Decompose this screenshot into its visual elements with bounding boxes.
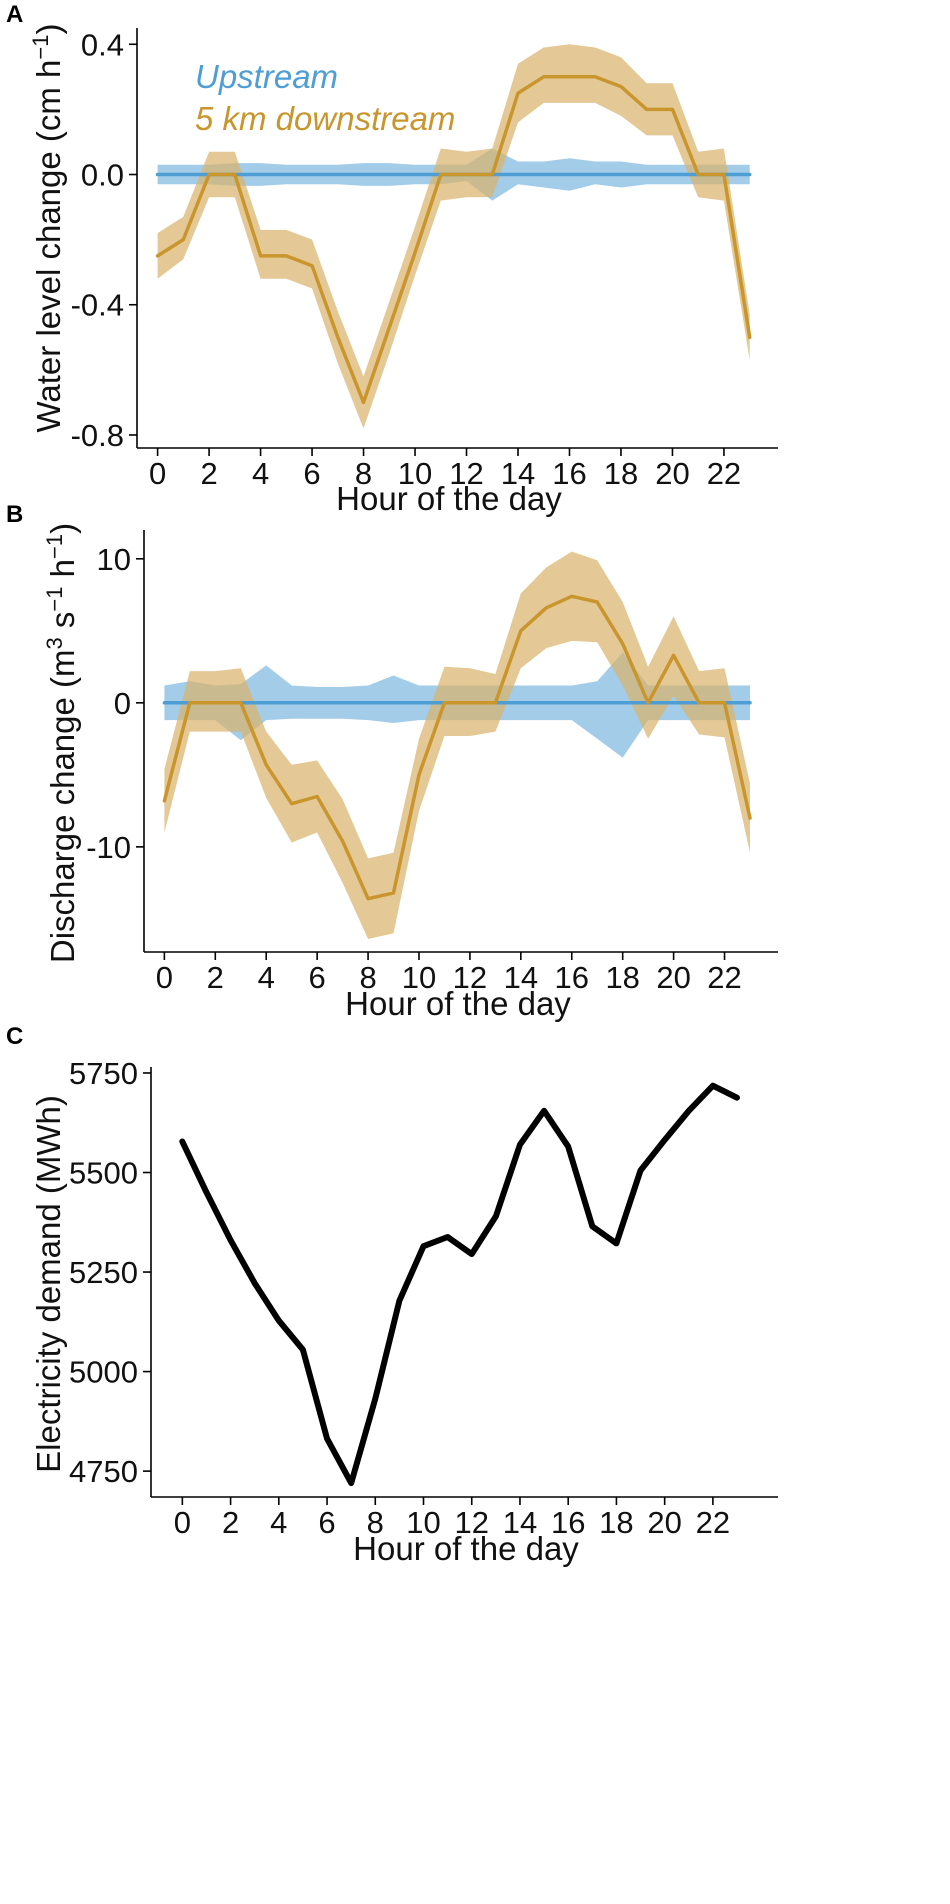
y-axis-title-part: h <box>44 559 81 587</box>
x-tick-label: 12 <box>453 960 487 995</box>
y-tick-label: -0.4 <box>71 288 124 323</box>
confidence-band-5-km-downstream <box>157 44 750 429</box>
x-tick-label: 8 <box>359 960 376 995</box>
x-tick-label: 8 <box>367 1505 384 1540</box>
series-line-5-km-downstream <box>155 75 752 405</box>
x-tick-label: 18 <box>604 456 638 491</box>
x-tick-label: 2 <box>207 960 224 995</box>
x-tick-label: 0 <box>149 456 166 491</box>
y-tick-label: 5500 <box>69 1156 138 1191</box>
x-axis-title: Hour of the day <box>353 1530 579 1567</box>
x-tick-label: 16 <box>551 1505 585 1540</box>
panel-c: C 0 2 4 6 8 10 12 14 16 18 20 22 5750 5500 5250 5000 4750… <box>6 1023 778 1567</box>
y-axis-title-part: Electricity demand (MWh) <box>30 1095 67 1473</box>
x-tick-label: 20 <box>655 456 689 491</box>
y-axis-title-superscript: −1 <box>28 34 53 59</box>
x-tick-label: 16 <box>555 960 589 995</box>
x-tick-label: 10 <box>406 1505 440 1540</box>
x-tick-label: 12 <box>454 1505 488 1540</box>
legend-entry: Upstream <box>195 58 338 95</box>
y-tick-label: 0 <box>114 686 131 721</box>
x-tick-label: 10 <box>402 960 436 995</box>
x-tick-label: 2 <box>222 1505 239 1540</box>
x-tick-label: 6 <box>303 456 320 491</box>
y-axis-title: Water level change (cm h−1) <box>28 23 67 432</box>
y-axis-title: Electricity demand (MWh) <box>30 1095 67 1473</box>
x-tick-label: 14 <box>501 456 535 491</box>
y-tick-label: 0.0 <box>81 158 124 193</box>
x-tick-label: 6 <box>318 1505 335 1540</box>
y-tick-label: 0.4 <box>81 27 124 62</box>
y-tick-label: -0.8 <box>71 418 124 453</box>
x-tick-label: 22 <box>707 456 741 491</box>
y-tick-label: 5000 <box>69 1355 138 1390</box>
x-tick-label: 20 <box>647 1505 681 1540</box>
x-tick-label: 6 <box>309 960 326 995</box>
y-tick-label: 10 <box>97 542 131 577</box>
x-tick-label: 2 <box>200 456 217 491</box>
y-axis-title-part: Water level change (cm h <box>30 60 67 433</box>
x-tick-label: 20 <box>656 960 690 995</box>
x-tick-label: 8 <box>355 456 372 491</box>
x-tick-label: 16 <box>552 456 586 491</box>
panel-letter: B <box>6 501 23 528</box>
y-axis-title-part: ) <box>30 23 67 34</box>
panel-a: A 0 2 4 6 8 10 12 14 16 18 20 22 0.4 0.0 -0.4 -0.8 Hour o… <box>6 1 778 517</box>
x-tick-label: 4 <box>252 456 269 491</box>
x-tick-label: 0 <box>156 960 173 995</box>
x-tick-label: 0 <box>174 1505 191 1540</box>
y-axis-title-superscript: 3 <box>42 637 67 649</box>
y-tick-label: 5750 <box>69 1056 138 1091</box>
series-line-electricity-demand <box>179 1082 740 1487</box>
legend-entry: 5 km downstream <box>195 100 455 137</box>
y-tick-label: -10 <box>86 830 131 865</box>
x-tick-label: 14 <box>503 1505 537 1540</box>
y-axis-title: Discharge change (m3 s−1 h−1) <box>42 523 81 963</box>
panel-letter: A <box>6 1 23 28</box>
y-axis-title-part: ) <box>44 523 81 534</box>
y-axis-title-superscript: −1 <box>42 586 67 611</box>
x-tick-label: 18 <box>599 1505 633 1540</box>
y-axis-title-part: s <box>44 612 81 638</box>
x-tick-label: 10 <box>398 456 432 491</box>
x-tick-label: 14 <box>504 960 538 995</box>
y-tick-label: 5250 <box>69 1255 138 1290</box>
y-axis-title-superscript: −1 <box>42 534 67 559</box>
x-tick-label: 18 <box>605 960 639 995</box>
x-axis-title: Hour of the day <box>345 985 571 1022</box>
x-axis-title: Hour of the day <box>336 480 562 517</box>
x-tick-label: 4 <box>270 1505 287 1540</box>
y-tick-label: 4750 <box>69 1454 138 1489</box>
x-tick-label: 12 <box>449 456 483 491</box>
series-line-5-km-downstream <box>162 594 752 901</box>
x-tick-label: 22 <box>707 960 741 995</box>
panel-letter: C <box>6 1023 23 1050</box>
x-tick-label: 4 <box>258 960 275 995</box>
y-axis-title-part: Discharge change (m <box>44 649 81 963</box>
confidence-band-5-km-downstream <box>164 551 750 939</box>
x-tick-label: 22 <box>696 1505 730 1540</box>
